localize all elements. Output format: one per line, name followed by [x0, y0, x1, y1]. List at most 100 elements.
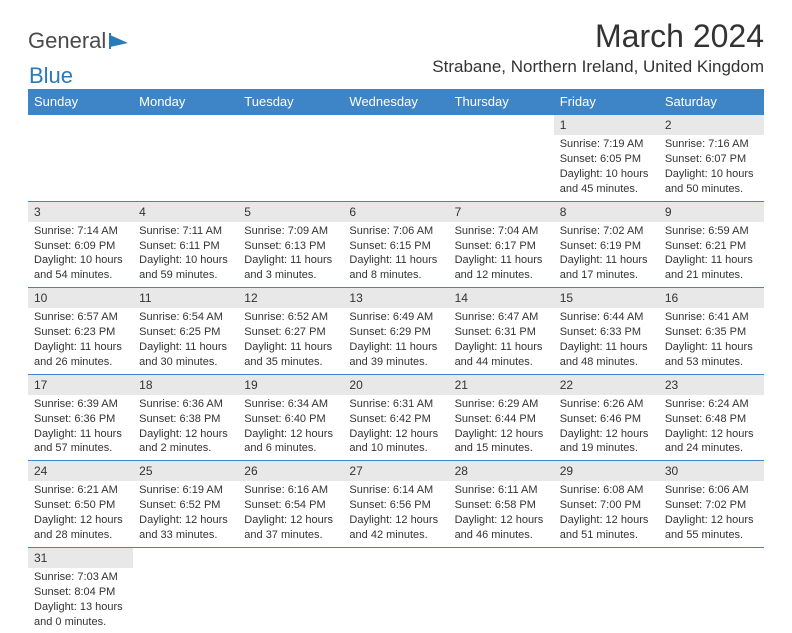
- calendar-week-row: 24Sunrise: 6:21 AMSunset: 6:50 PMDayligh…: [28, 461, 764, 548]
- calendar-empty-cell: [343, 547, 448, 633]
- day-details: Sunrise: 6:26 AMSunset: 6:46 PMDaylight:…: [554, 395, 659, 460]
- calendar-day-cell: 26Sunrise: 6:16 AMSunset: 6:54 PMDayligh…: [238, 461, 343, 548]
- day-details: Sunrise: 6:19 AMSunset: 6:52 PMDaylight:…: [133, 481, 238, 546]
- day-details: Sunrise: 7:09 AMSunset: 6:13 PMDaylight:…: [238, 222, 343, 287]
- day-number: 2: [659, 115, 764, 135]
- calendar-day-cell: 15Sunrise: 6:44 AMSunset: 6:33 PMDayligh…: [554, 288, 659, 375]
- day-details: Sunrise: 6:29 AMSunset: 6:44 PMDaylight:…: [449, 395, 554, 460]
- day-details: Sunrise: 6:06 AMSunset: 7:02 PMDaylight:…: [659, 481, 764, 546]
- day-number: [449, 548, 554, 568]
- calendar-day-cell: 22Sunrise: 6:26 AMSunset: 6:46 PMDayligh…: [554, 374, 659, 461]
- day-number: 15: [554, 288, 659, 308]
- day-number: 14: [449, 288, 554, 308]
- day-number: 9: [659, 202, 764, 222]
- calendar-day-cell: 27Sunrise: 6:14 AMSunset: 6:56 PMDayligh…: [343, 461, 448, 548]
- day-number: 7: [449, 202, 554, 222]
- day-number: 8: [554, 202, 659, 222]
- day-number: 25: [133, 461, 238, 481]
- calendar-empty-cell: [238, 547, 343, 633]
- calendar-day-cell: 29Sunrise: 6:08 AMSunset: 7:00 PMDayligh…: [554, 461, 659, 548]
- day-details: Sunrise: 7:06 AMSunset: 6:15 PMDaylight:…: [343, 222, 448, 287]
- day-details: Sunrise: 6:08 AMSunset: 7:00 PMDaylight:…: [554, 481, 659, 546]
- day-number: [343, 548, 448, 568]
- day-number: 4: [133, 202, 238, 222]
- day-details: Sunrise: 6:11 AMSunset: 6:58 PMDaylight:…: [449, 481, 554, 546]
- calendar-day-cell: 14Sunrise: 6:47 AMSunset: 6:31 PMDayligh…: [449, 288, 554, 375]
- calendar-empty-cell: [133, 547, 238, 633]
- calendar-day-cell: 3Sunrise: 7:14 AMSunset: 6:09 PMDaylight…: [28, 201, 133, 288]
- day-number: 12: [238, 288, 343, 308]
- logo-text-1: General: [28, 28, 106, 54]
- weekday-header: Saturday: [659, 89, 764, 115]
- calendar-day-cell: 5Sunrise: 7:09 AMSunset: 6:13 PMDaylight…: [238, 201, 343, 288]
- day-number: 13: [343, 288, 448, 308]
- title-block: March 2024 Strabane, Northern Ireland, U…: [432, 18, 764, 77]
- day-number: 3: [28, 202, 133, 222]
- day-details: Sunrise: 6:57 AMSunset: 6:23 PMDaylight:…: [28, 308, 133, 373]
- calendar-empty-cell: [238, 115, 343, 202]
- calendar-day-cell: 10Sunrise: 6:57 AMSunset: 6:23 PMDayligh…: [28, 288, 133, 375]
- calendar-day-cell: 11Sunrise: 6:54 AMSunset: 6:25 PMDayligh…: [133, 288, 238, 375]
- calendar-week-row: 1Sunrise: 7:19 AMSunset: 6:05 PMDaylight…: [28, 115, 764, 202]
- day-details: Sunrise: 6:31 AMSunset: 6:42 PMDaylight:…: [343, 395, 448, 460]
- day-details: Sunrise: 6:16 AMSunset: 6:54 PMDaylight:…: [238, 481, 343, 546]
- day-details: Sunrise: 6:52 AMSunset: 6:27 PMDaylight:…: [238, 308, 343, 373]
- month-title: March 2024: [432, 18, 764, 55]
- day-number: 24: [28, 461, 133, 481]
- calendar-empty-cell: [554, 547, 659, 633]
- calendar-day-cell: 25Sunrise: 6:19 AMSunset: 6:52 PMDayligh…: [133, 461, 238, 548]
- weekday-header: Thursday: [449, 89, 554, 115]
- calendar-empty-cell: [449, 547, 554, 633]
- day-number: [133, 548, 238, 568]
- day-number: 10: [28, 288, 133, 308]
- weekday-header: Friday: [554, 89, 659, 115]
- day-details: Sunrise: 6:14 AMSunset: 6:56 PMDaylight:…: [343, 481, 448, 546]
- calendar-day-cell: 20Sunrise: 6:31 AMSunset: 6:42 PMDayligh…: [343, 374, 448, 461]
- day-number: [238, 115, 343, 135]
- day-number: [343, 115, 448, 135]
- day-number: 22: [554, 375, 659, 395]
- calendar-day-cell: 6Sunrise: 7:06 AMSunset: 6:15 PMDaylight…: [343, 201, 448, 288]
- calendar-table: SundayMondayTuesdayWednesdayThursdayFrid…: [28, 89, 764, 633]
- day-number: [28, 115, 133, 135]
- day-number: 1: [554, 115, 659, 135]
- day-number: 26: [238, 461, 343, 481]
- day-number: [554, 548, 659, 568]
- day-details: Sunrise: 6:34 AMSunset: 6:40 PMDaylight:…: [238, 395, 343, 460]
- day-number: 27: [343, 461, 448, 481]
- day-number: [449, 115, 554, 135]
- logo-flag-icon: [108, 31, 134, 51]
- calendar-empty-cell: [133, 115, 238, 202]
- day-details: Sunrise: 6:21 AMSunset: 6:50 PMDaylight:…: [28, 481, 133, 546]
- weekday-header: Wednesday: [343, 89, 448, 115]
- day-details: Sunrise: 6:36 AMSunset: 6:38 PMDaylight:…: [133, 395, 238, 460]
- calendar-empty-cell: [659, 547, 764, 633]
- day-number: 30: [659, 461, 764, 481]
- logo-text-2: Blue: [29, 63, 73, 88]
- day-number: 19: [238, 375, 343, 395]
- calendar-day-cell: 1Sunrise: 7:19 AMSunset: 6:05 PMDaylight…: [554, 115, 659, 202]
- day-number: [659, 548, 764, 568]
- calendar-day-cell: 2Sunrise: 7:16 AMSunset: 6:07 PMDaylight…: [659, 115, 764, 202]
- day-details: Sunrise: 6:44 AMSunset: 6:33 PMDaylight:…: [554, 308, 659, 373]
- weekday-header: Monday: [133, 89, 238, 115]
- day-details: Sunrise: 7:16 AMSunset: 6:07 PMDaylight:…: [659, 135, 764, 200]
- calendar-body: 1Sunrise: 7:19 AMSunset: 6:05 PMDaylight…: [28, 115, 764, 633]
- calendar-day-cell: 23Sunrise: 6:24 AMSunset: 6:48 PMDayligh…: [659, 374, 764, 461]
- day-number: 16: [659, 288, 764, 308]
- calendar-week-row: 10Sunrise: 6:57 AMSunset: 6:23 PMDayligh…: [28, 288, 764, 375]
- calendar-week-row: 17Sunrise: 6:39 AMSunset: 6:36 PMDayligh…: [28, 374, 764, 461]
- location: Strabane, Northern Ireland, United Kingd…: [432, 57, 764, 77]
- logo: General: [28, 28, 134, 54]
- day-number: 23: [659, 375, 764, 395]
- day-details: Sunrise: 6:59 AMSunset: 6:21 PMDaylight:…: [659, 222, 764, 287]
- day-number: 21: [449, 375, 554, 395]
- day-number: [238, 548, 343, 568]
- day-details: Sunrise: 6:47 AMSunset: 6:31 PMDaylight:…: [449, 308, 554, 373]
- day-number: 28: [449, 461, 554, 481]
- calendar-day-cell: 28Sunrise: 6:11 AMSunset: 6:58 PMDayligh…: [449, 461, 554, 548]
- calendar-day-cell: 8Sunrise: 7:02 AMSunset: 6:19 PMDaylight…: [554, 201, 659, 288]
- calendar-empty-cell: [449, 115, 554, 202]
- day-details: Sunrise: 7:02 AMSunset: 6:19 PMDaylight:…: [554, 222, 659, 287]
- calendar-day-cell: 13Sunrise: 6:49 AMSunset: 6:29 PMDayligh…: [343, 288, 448, 375]
